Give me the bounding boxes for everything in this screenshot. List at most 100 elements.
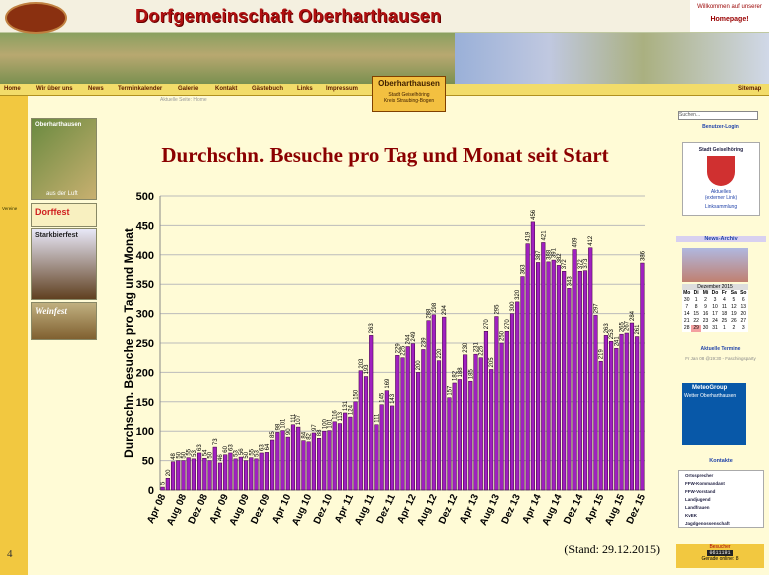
nav-link[interactable]: Galerie (178, 86, 199, 92)
weekday: So (740, 290, 747, 296)
coat-of-arms (707, 156, 735, 186)
day[interactable]: 17 (712, 311, 718, 317)
nav-link[interactable]: Kontakt (215, 86, 238, 92)
day[interactable]: 26 (731, 318, 737, 324)
day[interactable]: 6 (741, 297, 745, 303)
day[interactable]: 30 (702, 325, 709, 331)
bar (249, 457, 254, 491)
contact-link[interactable]: FFW-Vorstand (685, 488, 716, 494)
bar (536, 262, 541, 491)
events[interactable]: Aktuelle Termine (700, 346, 741, 352)
bar (202, 457, 207, 491)
day[interactable]: 12 (731, 304, 737, 310)
day[interactable]: 27 (740, 318, 747, 324)
day[interactable]: 15 (693, 311, 699, 317)
nav-link[interactable]: Wir über uns (36, 86, 73, 92)
contact-link[interactable]: Landfrauen (685, 504, 710, 510)
day[interactable]: 11 (721, 304, 728, 310)
day[interactable]: 14 (683, 311, 690, 317)
bar (515, 301, 520, 491)
x-tick-label: Aug 10 (290, 492, 314, 527)
day[interactable]: 2 (704, 297, 707, 303)
bar (264, 452, 269, 491)
fest-pic[interactable]: Dorffest (31, 203, 97, 227)
visitors: Besucher (709, 544, 731, 550)
contact-link[interactable]: Ortssprecher (685, 472, 714, 478)
contact-link[interactable]: Landjugend (685, 496, 711, 502)
nav-link[interactable]: Sitemap (738, 86, 762, 92)
fest-pic[interactable]: Starkbierfest (31, 228, 97, 300)
day[interactable]: 7 (685, 304, 689, 310)
day[interactable]: 8 (694, 304, 698, 310)
bar (322, 430, 327, 491)
nav-link[interactable]: Home (4, 86, 21, 92)
value-label: 419 (526, 231, 532, 242)
day[interactable]: 19 (731, 311, 737, 317)
day[interactable]: 1 (723, 325, 726, 331)
x-tick-label: Apr 08 (145, 492, 168, 525)
day[interactable]: 10 (712, 304, 718, 310)
contact-link[interactable]: Jagdgenossenschaft (685, 520, 730, 526)
search[interactable]: Suchen... (678, 111, 758, 120)
day[interactable]: 18 (721, 311, 728, 317)
day[interactable]: 20 (740, 311, 747, 317)
news-link[interactable]: Aktuelles (710, 189, 732, 195)
day[interactable]: 3 (713, 297, 717, 303)
day[interactable]: 28 (683, 325, 690, 331)
nav-link[interactable]: Links (297, 86, 313, 92)
bar (546, 261, 551, 491)
day[interactable]: 4 (723, 297, 726, 303)
nav-link[interactable]: Terminkalender (118, 86, 163, 92)
y-tick-label: 100 (136, 426, 154, 438)
contact-link[interactable]: KvEK (685, 512, 698, 518)
bar (567, 288, 572, 491)
weather: Wetter Oberharthausen (684, 393, 737, 399)
bar (212, 446, 217, 491)
day[interactable]: 5 (732, 297, 736, 303)
bar (619, 333, 624, 491)
y-axis-label: Durchschn. Besuche pro Tag und Monat (122, 228, 136, 458)
nav-link[interactable]: Gästebuch (252, 86, 284, 92)
day[interactable]: 23 (702, 318, 709, 324)
aerial-pic[interactable]: Oberharthausen aus der Luft (31, 118, 97, 200)
day[interactable]: 1 (694, 297, 698, 303)
day[interactable]: 24 (712, 318, 718, 324)
day[interactable]: 16 (702, 311, 709, 317)
day[interactable]: 2 (732, 325, 736, 331)
archive[interactable]: News-Archiv (676, 236, 766, 242)
bar (572, 249, 577, 491)
contact-link[interactable]: FFW-Kommandant (685, 480, 725, 486)
day[interactable]: 22 (693, 318, 699, 324)
fest-pic[interactable]: Weinfest (31, 302, 97, 340)
day[interactable]: 21 (683, 318, 690, 324)
bar (254, 458, 259, 491)
day[interactable]: 9 (704, 304, 707, 310)
x-tick-label: Dez 10 (312, 492, 336, 526)
day[interactable]: 13 (740, 304, 747, 310)
links[interactable]: Linksammlung (704, 204, 738, 210)
bar (416, 372, 421, 491)
site-title: Dorfgemeinschaft Oberharthausen (135, 6, 442, 26)
bar (186, 457, 191, 491)
nav-link[interactable]: News (88, 86, 104, 92)
day[interactable]: 3 (741, 325, 745, 331)
day[interactable]: 29 (691, 325, 701, 332)
nav-link[interactable]: Impressum (326, 86, 359, 92)
bar (551, 259, 556, 491)
bar (311, 432, 316, 491)
value-label: 53 (254, 449, 260, 456)
day[interactable]: 30 (683, 297, 690, 303)
bar (556, 265, 562, 491)
bar (395, 355, 400, 491)
value-label: 456 (531, 209, 537, 220)
day[interactable]: 31 (712, 325, 718, 331)
bar (499, 342, 504, 491)
value-label: 253 (609, 329, 615, 340)
value-label: 270 (484, 319, 490, 330)
bar (353, 401, 358, 491)
bar (609, 340, 614, 491)
value-label: 98 (275, 423, 281, 430)
left-strip: Vereine (0, 96, 28, 575)
login[interactable]: Benutzer-Login (702, 124, 739, 130)
day[interactable]: 25 (721, 318, 728, 324)
